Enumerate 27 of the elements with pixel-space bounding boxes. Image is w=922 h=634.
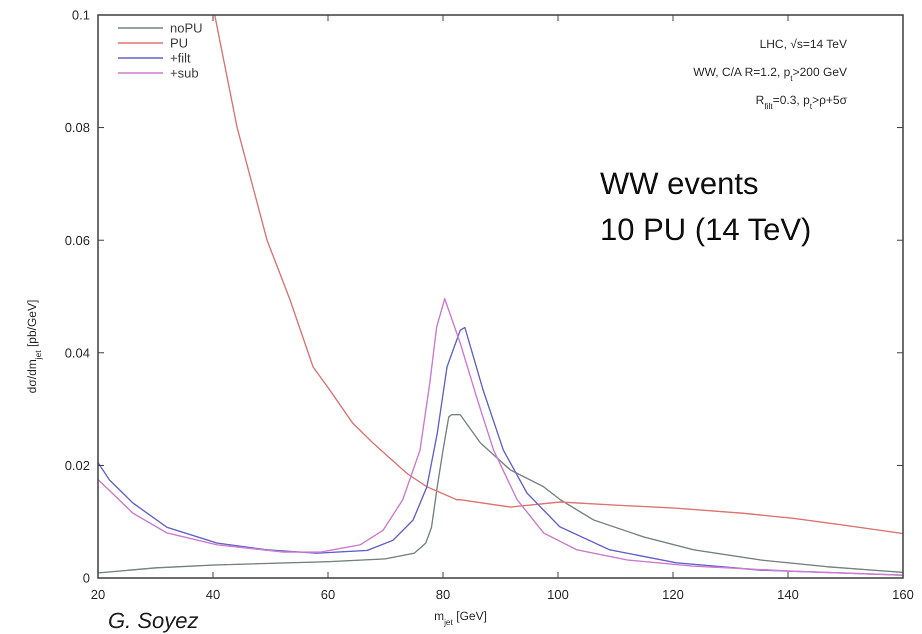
y-tick-label: 0.02	[64, 458, 90, 473]
x-tick-label: 160	[892, 587, 914, 602]
legend-label: +filt	[170, 50, 191, 66]
annotation: R$_{filt}$=0.3, p$_{t}$>ρ+5σ	[756, 93, 848, 111]
annotation: LHC, √s=14 TeV	[760, 37, 847, 51]
y-tick-label: 0.08	[64, 120, 90, 136]
legend-label: +sub	[170, 66, 199, 81]
text: G. Soyez	[108, 608, 198, 633]
annotation: 10 PU (14 TeV)	[600, 212, 812, 247]
annotation: WW events	[600, 166, 758, 201]
y-tick-label: 0.06	[64, 232, 90, 248]
annotation: WW, C/A R=1.2, p$_{t}$>200 GeV	[693, 65, 847, 83]
x-tick-label: 120	[662, 587, 684, 602]
y-tick-label: 0	[82, 570, 90, 586]
legend-label: noPU	[170, 20, 203, 36]
line-series	[214, 15, 903, 534]
x-tick-label: 40	[206, 587, 220, 602]
x-tick-label: 80	[436, 587, 450, 602]
x-tick-label: 100	[547, 587, 569, 602]
x-axis-title: m$_{jet}$ [GeV]	[434, 609, 487, 627]
x-tick-label: 20	[90, 587, 106, 602]
y-tick-label: 0.1	[72, 8, 90, 23]
x-tick-label: 140	[777, 587, 799, 602]
line-series	[98, 414, 903, 574]
legend-label: PU	[170, 36, 188, 51]
x-tick-label: 60	[320, 587, 336, 602]
y-tick-label: 0.04	[64, 345, 90, 360]
